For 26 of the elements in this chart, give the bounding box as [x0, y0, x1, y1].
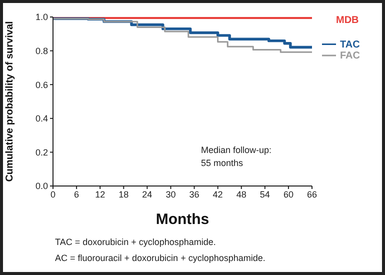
y-tick-label: 0.2	[35, 147, 48, 158]
y-axis-title: Cumulative probability of survival	[4, 20, 16, 182]
y-tick-label: 0.8	[35, 46, 48, 56]
text: AC = fluorouracil + doxorubicin + cyclophosphamide.	[55, 253, 266, 263]
x-tick-label: 66	[306, 189, 318, 200]
x-tick-label: 36	[189, 189, 200, 200]
text: TAC = doxorubicin + cyclophosphamide.	[55, 237, 216, 247]
x-tick-label: 18	[118, 189, 129, 200]
legend-label: TAC	[340, 39, 360, 50]
y-tick-label: 1.0	[35, 12, 48, 22]
x-tick-label: 48	[236, 189, 246, 200]
y-tick-label: 0.4	[35, 114, 48, 124]
x-tick-label: 24	[142, 189, 152, 200]
annotation: Median follow-up: 55 months	[201, 144, 273, 170]
x-tick-label: 30	[166, 189, 176, 200]
y-tick-label: 0.6	[35, 80, 48, 90]
x-tick-label: 54	[260, 189, 270, 200]
x-axis-title: Months	[156, 211, 210, 228]
x-tick-label: 60	[283, 189, 294, 200]
x-tick-label: 42	[212, 189, 223, 200]
x-tick-label: 6	[74, 189, 80, 200]
legend-label: FAC	[340, 50, 360, 62]
text: MDB	[336, 15, 359, 26]
y-tick-label: 0.0	[35, 181, 48, 192]
x-tick-label: 12	[95, 189, 106, 200]
x-tick-label: 0	[50, 189, 56, 200]
